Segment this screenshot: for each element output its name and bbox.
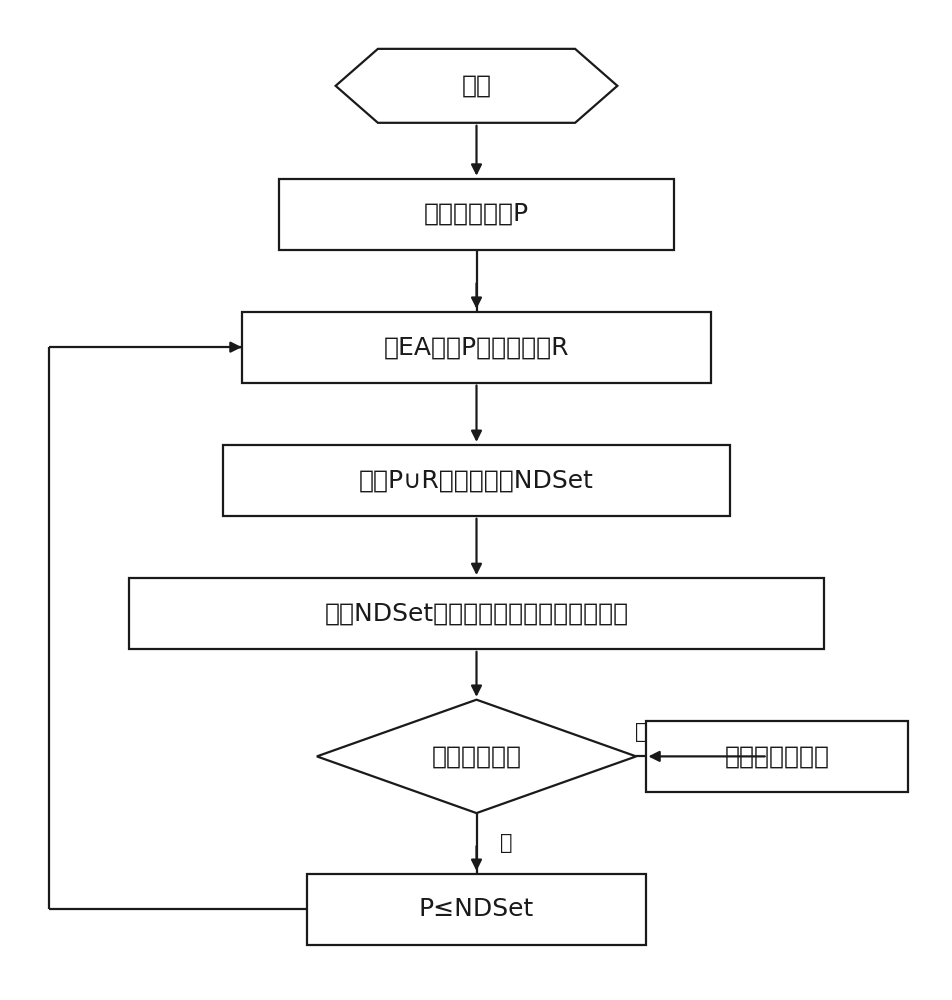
Text: 产生初始种群P: 产生初始种群P — [424, 202, 528, 226]
Bar — [223, 445, 729, 516]
Bar — [645, 721, 907, 792]
Text: 调整NDSet的规模并使之满足分布性要求: 调整NDSet的规模并使之满足分布性要求 — [324, 601, 628, 625]
Polygon shape — [316, 700, 636, 813]
Text: 构造P∪R的非支配集NDSet: 构造P∪R的非支配集NDSet — [359, 468, 593, 492]
Text: 否: 否 — [500, 833, 512, 853]
Text: 开始: 开始 — [461, 74, 491, 98]
Text: 满足终止条件: 满足终止条件 — [431, 744, 521, 768]
Bar — [242, 312, 710, 383]
Text: 用EA进化P得到新群体R: 用EA进化P得到新群体R — [384, 335, 568, 359]
Bar — [279, 179, 673, 250]
Text: 是: 是 — [634, 722, 646, 742]
Bar — [307, 874, 645, 945]
Bar — [129, 578, 823, 649]
Text: P≤NDSet: P≤NDSet — [419, 897, 533, 921]
Polygon shape — [335, 49, 617, 123]
Text: 输出结果，结束: 输出结果，结束 — [724, 744, 828, 768]
